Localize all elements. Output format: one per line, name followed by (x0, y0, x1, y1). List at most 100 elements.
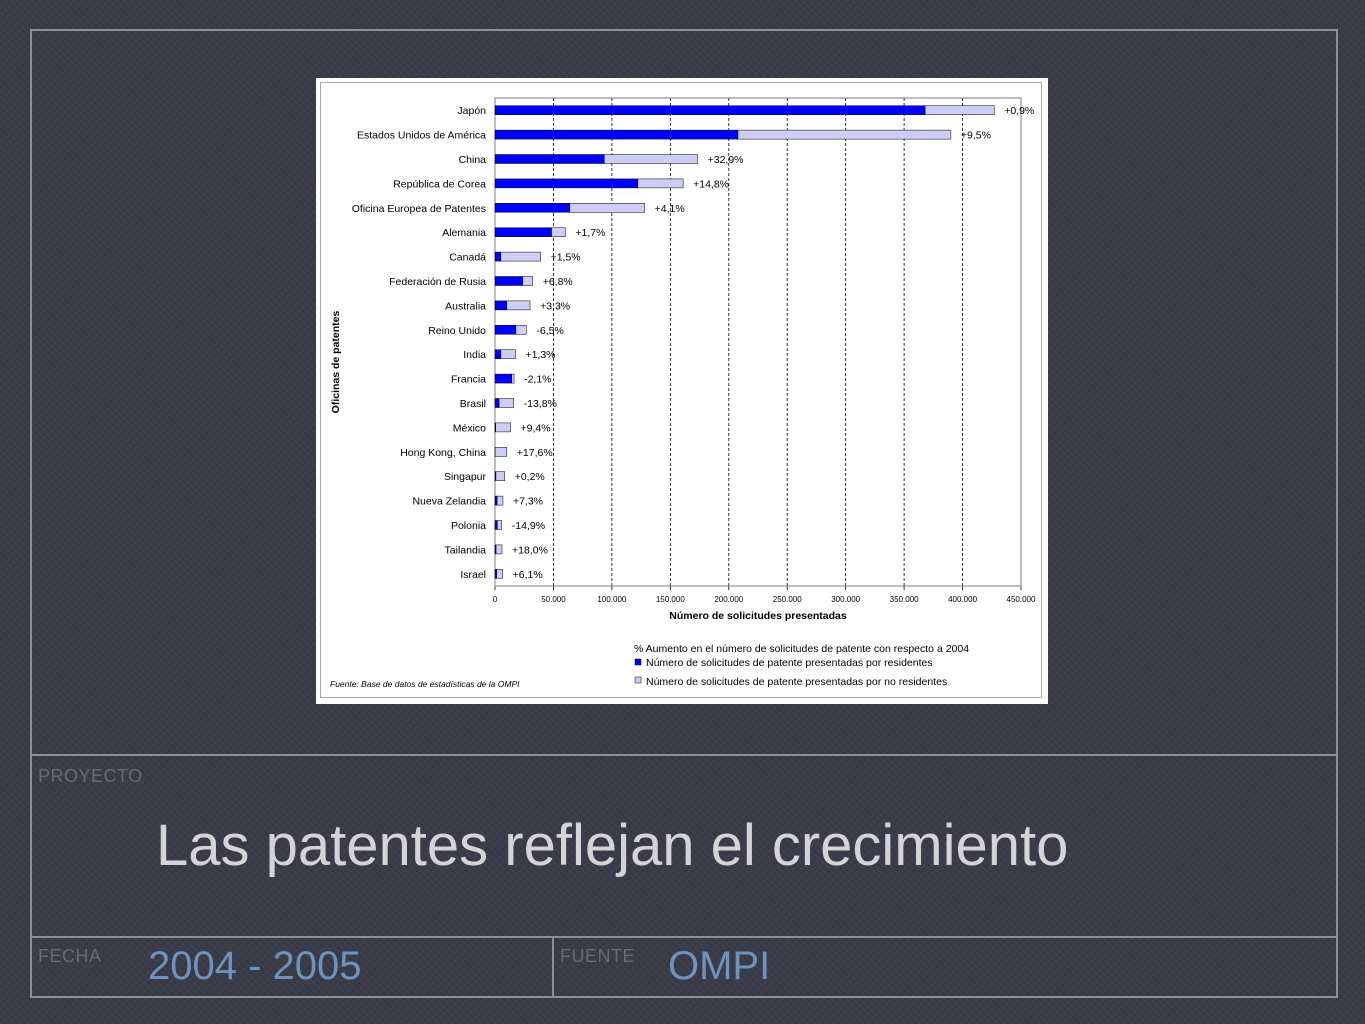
fecha-value: 2004 - 2005 (148, 944, 362, 988)
bar-nonresidents-13 (495, 422, 511, 433)
bar-nonresidents-11 (511, 373, 515, 384)
slide-title: Las patentes reflejan el crecimiento (156, 813, 1069, 878)
growth-label-17: -14,9% (512, 520, 545, 532)
category-label-1: Estados Unidos de América (357, 130, 486, 142)
category-label-16: Nueva Zelandia (412, 496, 486, 508)
growth-label-19: +6,1% (513, 569, 543, 581)
bar-nonresidents-8 (506, 300, 531, 311)
category-label-7: Federación de Rusia (389, 276, 486, 288)
bar-nonresidents-0 (924, 105, 995, 115)
growth-label-16: +7,3% (513, 496, 543, 508)
bar-residents-3 (494, 178, 639, 189)
growth-label-7: +6,8% (543, 276, 573, 288)
growth-label-1: +9,5% (961, 130, 991, 142)
bar-residents-16 (494, 495, 498, 506)
bar-residents-1 (494, 129, 739, 140)
growth-label-11: -2,1% (524, 374, 551, 386)
growth-label-3: +14,8% (693, 178, 729, 190)
x-tick-label-5: 250.000 (773, 595, 802, 604)
growth-label-4: +4,1% (655, 203, 685, 215)
proyecto-label: PROYECTO (38, 766, 143, 786)
legend-title: % Aumento en el número de solicitudes de… (634, 643, 969, 655)
bar-nonresidents-14 (494, 447, 508, 457)
category-label-17: Polonia (451, 520, 486, 532)
growth-label-13: +9,4% (521, 422, 551, 434)
category-label-14: Hong Kong, China (400, 447, 486, 459)
growth-label-15: +0,2% (515, 471, 545, 483)
bar-nonresidents-10 (500, 349, 516, 359)
bar-residents-6 (494, 251, 502, 262)
category-label-0: Japón (457, 105, 486, 117)
bar-residents-7 (494, 276, 523, 286)
x-tick-label-0: 0 (493, 595, 498, 604)
x-axis-title: Número de solicitudes presentadas (669, 610, 847, 622)
bar-nonresidents-4 (569, 203, 645, 213)
x-tick-label-2: 100.000 (597, 595, 626, 604)
category-label-19: Israel (460, 569, 486, 581)
category-label-8: Australia (445, 300, 486, 312)
bar-nonresidents-16 (496, 495, 504, 506)
growth-label-9: -6,5% (536, 325, 563, 337)
growth-label-5: +1,7% (575, 227, 605, 239)
plot-area (494, 97, 1022, 587)
bar-residents-12 (494, 398, 500, 408)
growth-label-6: +1,5% (551, 252, 581, 264)
category-label-13: México (453, 422, 486, 434)
source-frame (552, 936, 1338, 998)
bar-residents-2 (494, 154, 605, 164)
bar-residents-5 (494, 227, 552, 237)
growth-label-10: +1,3% (525, 349, 555, 361)
category-label-12: Brasil (460, 398, 486, 410)
bar-nonresidents-6 (500, 251, 541, 262)
growth-label-8: +3,3% (540, 300, 570, 312)
bar-nonresidents-18 (495, 544, 503, 555)
bar-nonresidents-19 (496, 569, 503, 579)
category-label-11: Francia (451, 374, 486, 386)
bar-nonresidents-17 (497, 520, 503, 530)
x-tick-label-1: 50.000 (541, 595, 566, 604)
legend-label-residents: Número de solicitudes de patente present… (646, 657, 933, 669)
growth-label-18: +18,0% (512, 544, 548, 556)
legend-swatch-residents (634, 658, 642, 666)
bar-residents-10 (494, 349, 502, 359)
patent-bar-chart: 0 50.000 100.000 150.000 200.000 250.000 300.0… (330, 97, 1036, 689)
fecha-label: FECHA (38, 946, 102, 966)
category-label-9: Reino Unido (428, 325, 486, 337)
legend-label-nonresidents: Número de solicitudes de patente present… (646, 676, 947, 688)
bar-residents-8 (494, 300, 507, 311)
legend-swatch-nonresidents (634, 676, 642, 684)
category-label-6: Canadá (449, 252, 486, 264)
category-label-5: Alemania (442, 227, 486, 239)
chart-source: Fuente: Base de datos de estadísticas de… (330, 679, 520, 689)
x-tick-label-4: 200.000 (714, 595, 743, 604)
bar-nonresidents-3 (637, 178, 684, 189)
category-label-2: China (459, 154, 487, 166)
growth-label-12: -13,8% (524, 398, 557, 410)
growth-label-2: +32,9% (708, 154, 744, 166)
bar-nonresidents-7 (522, 276, 533, 286)
category-label-3: República de Corea (393, 178, 486, 190)
chart-image: 0 50.000 100.000 150.000 200.000 250.000 300.0… (316, 78, 1048, 704)
y-axis-title: Oficinas de patentes (330, 310, 342, 413)
bar-residents-9 (494, 325, 517, 335)
bar-nonresidents-1 (737, 129, 952, 140)
bar-residents-19 (494, 569, 498, 579)
x-tick-label-8: 400.000 (948, 595, 977, 604)
bar-nonresidents-9 (515, 325, 527, 335)
bar-residents-11 (494, 373, 512, 384)
bar-residents-4 (494, 203, 571, 213)
category-label-15: Singapur (444, 471, 487, 483)
growth-label-0: +0,9% (1004, 105, 1034, 117)
bar-nonresidents-5 (551, 227, 566, 237)
category-label-4: Oficina Europea de Patentes (352, 203, 486, 215)
x-tick-label-9: 450.000 (1007, 595, 1036, 604)
chart-border (320, 82, 1042, 698)
fuente-label: FUENTE (560, 946, 635, 966)
fuente-value: OMPI (668, 944, 771, 988)
bar-nonresidents-12 (498, 398, 514, 408)
x-tick-label-3: 150.000 (656, 595, 685, 604)
x-tick-label-7: 350.000 (890, 595, 919, 604)
category-label-10: India (463, 349, 486, 361)
growth-label-14: +17,6% (517, 447, 553, 459)
x-tick-label-6: 300.000 (831, 595, 860, 604)
